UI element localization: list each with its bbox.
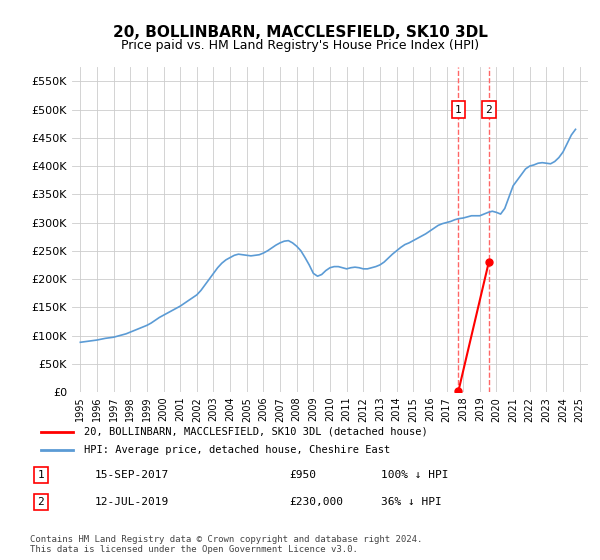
Text: 100% ↓ HPI: 100% ↓ HPI <box>381 470 449 480</box>
Text: 36% ↓ HPI: 36% ↓ HPI <box>381 497 442 507</box>
Text: £950: £950 <box>289 470 316 480</box>
Text: 1: 1 <box>37 470 44 480</box>
Text: £230,000: £230,000 <box>289 497 343 507</box>
Text: 15-SEP-2017: 15-SEP-2017 <box>95 470 169 480</box>
Text: 2: 2 <box>485 105 492 115</box>
Text: 20, BOLLINBARN, MACCLESFIELD, SK10 3DL (detached house): 20, BOLLINBARN, MACCLESFIELD, SK10 3DL (… <box>84 427 428 437</box>
Text: 12-JUL-2019: 12-JUL-2019 <box>95 497 169 507</box>
Text: Contains HM Land Registry data © Crown copyright and database right 2024.
This d: Contains HM Land Registry data © Crown c… <box>30 535 422 554</box>
Text: 2: 2 <box>37 497 44 507</box>
Text: Price paid vs. HM Land Registry's House Price Index (HPI): Price paid vs. HM Land Registry's House … <box>121 39 479 52</box>
Text: 20, BOLLINBARN, MACCLESFIELD, SK10 3DL: 20, BOLLINBARN, MACCLESFIELD, SK10 3DL <box>113 25 487 40</box>
Text: HPI: Average price, detached house, Cheshire East: HPI: Average price, detached house, Ches… <box>84 445 390 455</box>
Text: 1: 1 <box>455 105 462 115</box>
